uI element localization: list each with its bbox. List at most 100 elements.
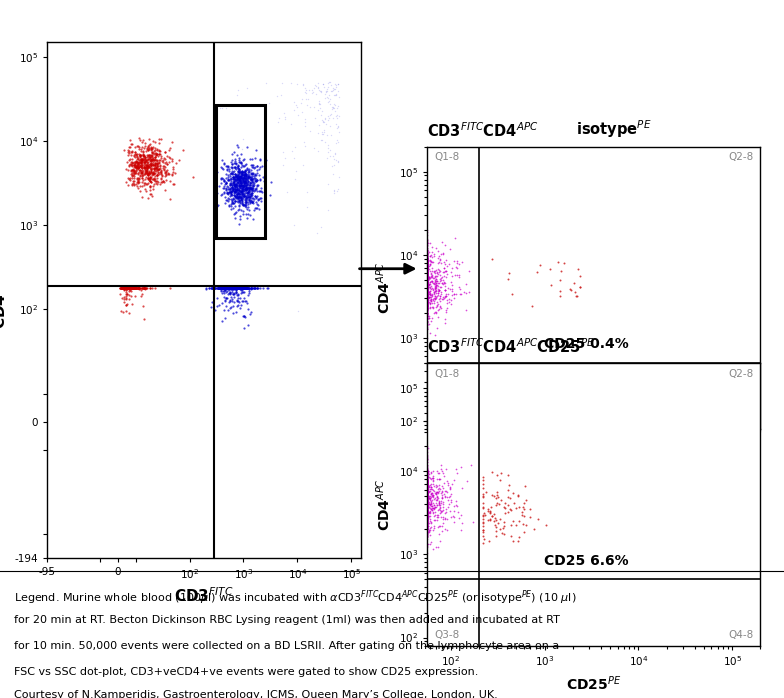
- Point: [228, 283, 241, 294]
- Point: [134, 161, 147, 172]
- Text: CD3$^{FITC}$CD4$^{APC}$CD25$^{PE}$: CD3$^{FITC}$CD4$^{APC}$CD25$^{PE}$: [427, 337, 595, 356]
- Point: [421, 276, 434, 288]
- Point: [121, 283, 133, 295]
- Point: [223, 283, 235, 294]
- Point: [421, 292, 434, 303]
- Point: [426, 507, 439, 518]
- Point: [455, 510, 467, 521]
- Point: [233, 174, 245, 185]
- Point: [232, 283, 245, 294]
- Point: [421, 473, 434, 484]
- Point: [421, 514, 434, 525]
- Point: [120, 283, 132, 294]
- Point: [490, 521, 503, 533]
- Point: [234, 170, 247, 181]
- Point: [232, 191, 245, 202]
- Point: [245, 174, 257, 185]
- Point: [424, 272, 437, 283]
- Point: [421, 505, 434, 517]
- Point: [421, 273, 434, 284]
- Point: [132, 153, 144, 164]
- Point: [136, 283, 149, 294]
- Point: [421, 290, 434, 301]
- Point: [251, 181, 263, 192]
- Point: [421, 292, 434, 304]
- Point: [421, 279, 434, 290]
- Point: [155, 150, 168, 161]
- Point: [421, 300, 434, 311]
- Point: [120, 283, 132, 294]
- Point: [421, 291, 434, 302]
- Point: [421, 290, 434, 302]
- Point: [227, 178, 240, 189]
- Point: [430, 285, 442, 296]
- Point: [234, 183, 247, 194]
- Point: [520, 519, 532, 530]
- Point: [216, 103, 228, 114]
- Point: [421, 259, 434, 270]
- Point: [421, 501, 434, 512]
- Point: [118, 283, 131, 294]
- Point: [264, 189, 277, 200]
- Point: [421, 253, 434, 265]
- Point: [147, 156, 160, 168]
- Point: [221, 283, 234, 294]
- Point: [425, 289, 437, 300]
- Point: [231, 283, 244, 294]
- Point: [421, 256, 434, 267]
- Point: [421, 257, 434, 268]
- Point: [149, 160, 162, 171]
- Point: [421, 311, 434, 322]
- Point: [212, 283, 224, 294]
- Point: [433, 521, 445, 532]
- Point: [224, 203, 237, 214]
- Point: [421, 487, 434, 498]
- Point: [119, 299, 132, 311]
- Point: [432, 303, 445, 314]
- Point: [421, 516, 434, 527]
- Point: [136, 149, 149, 160]
- Point: [429, 267, 441, 279]
- Point: [216, 283, 228, 294]
- Point: [227, 180, 240, 191]
- Point: [231, 149, 244, 161]
- Point: [154, 162, 166, 173]
- Point: [290, 99, 303, 110]
- Point: [205, 297, 218, 308]
- Point: [421, 483, 434, 494]
- Point: [421, 280, 434, 291]
- Point: [421, 493, 434, 505]
- Point: [240, 199, 252, 210]
- Point: [421, 312, 434, 323]
- Point: [120, 292, 132, 304]
- Point: [421, 272, 434, 283]
- Point: [421, 516, 434, 527]
- Point: [235, 188, 248, 199]
- Point: [138, 283, 151, 294]
- Point: [421, 271, 434, 282]
- Point: [125, 283, 137, 294]
- Point: [444, 483, 456, 494]
- Point: [129, 161, 141, 172]
- Point: [485, 510, 498, 521]
- Point: [421, 279, 434, 290]
- Point: [421, 490, 434, 501]
- Point: [236, 169, 249, 180]
- Point: [219, 197, 231, 208]
- Point: [426, 491, 439, 503]
- Point: [144, 184, 157, 195]
- Point: [151, 160, 163, 171]
- Point: [421, 482, 434, 493]
- Point: [224, 283, 237, 294]
- Point: [236, 193, 249, 205]
- Point: [221, 283, 234, 294]
- Point: [482, 505, 495, 517]
- Point: [134, 149, 147, 161]
- Point: [421, 517, 434, 528]
- Point: [121, 283, 133, 294]
- Point: [427, 499, 440, 510]
- Point: [215, 285, 227, 296]
- Point: [243, 194, 256, 205]
- Point: [421, 270, 434, 281]
- Point: [421, 285, 434, 297]
